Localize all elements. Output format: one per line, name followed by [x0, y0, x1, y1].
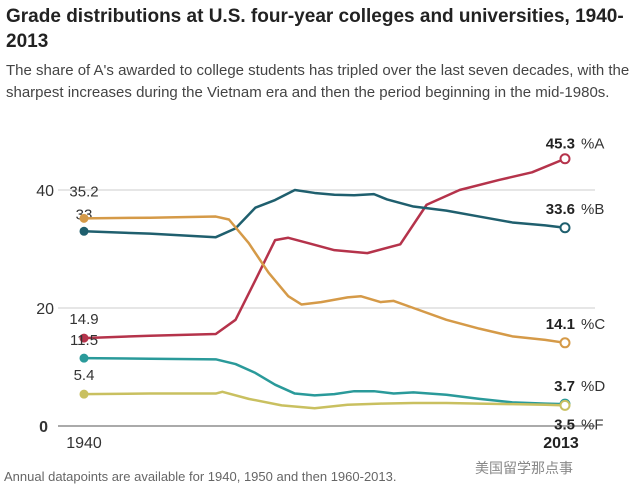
- end-point: [559, 153, 571, 165]
- series-line-C: [83, 215, 566, 345]
- start-label: 5.4: [74, 367, 95, 384]
- start-point: [79, 333, 89, 343]
- y-tick-label: 0: [39, 419, 48, 436]
- chart-title: Grade distributions at U.S. four-year co…: [6, 6, 624, 52]
- start-point: [79, 389, 89, 399]
- end-value-label: 3.5: [554, 416, 575, 433]
- series-line-B: [83, 188, 566, 239]
- start-label: 14.9: [69, 311, 98, 328]
- footnote: Annual datapoints are available for 1940…: [4, 469, 397, 484]
- series-name-label: %D: [581, 378, 605, 395]
- start-point: [79, 353, 89, 363]
- end-point: [559, 399, 571, 411]
- series-line-D: [83, 356, 566, 406]
- start-point: [79, 213, 89, 223]
- end-value-label: 33.6: [546, 201, 575, 218]
- start-label: 35.2: [69, 183, 98, 200]
- start-label: 11.5: [70, 332, 98, 349]
- start-point: [79, 226, 89, 236]
- chart-subtitle: The share of A's awarded to college stud…: [6, 62, 630, 101]
- end-point: [559, 337, 571, 349]
- series-name-label: %B: [581, 201, 604, 218]
- series-name-label: %F: [581, 416, 604, 433]
- series-name-label: %C: [581, 316, 605, 333]
- end-value-label: 45.3: [546, 136, 575, 153]
- end-value-label: 14.1: [546, 316, 575, 333]
- x-tick-label: 1940: [66, 435, 102, 452]
- x-tick-label: 2013: [543, 435, 579, 452]
- end-value-label: 3.7: [554, 378, 575, 395]
- y-tick-label: 40: [36, 183, 54, 200]
- series-name-label: %A: [581, 136, 604, 153]
- series-line-A: [83, 157, 566, 340]
- end-point: [559, 222, 571, 234]
- watermark: 美国留学那点事: [475, 460, 573, 476]
- series-line-F: [83, 390, 566, 410]
- y-tick-label: 20: [36, 301, 54, 318]
